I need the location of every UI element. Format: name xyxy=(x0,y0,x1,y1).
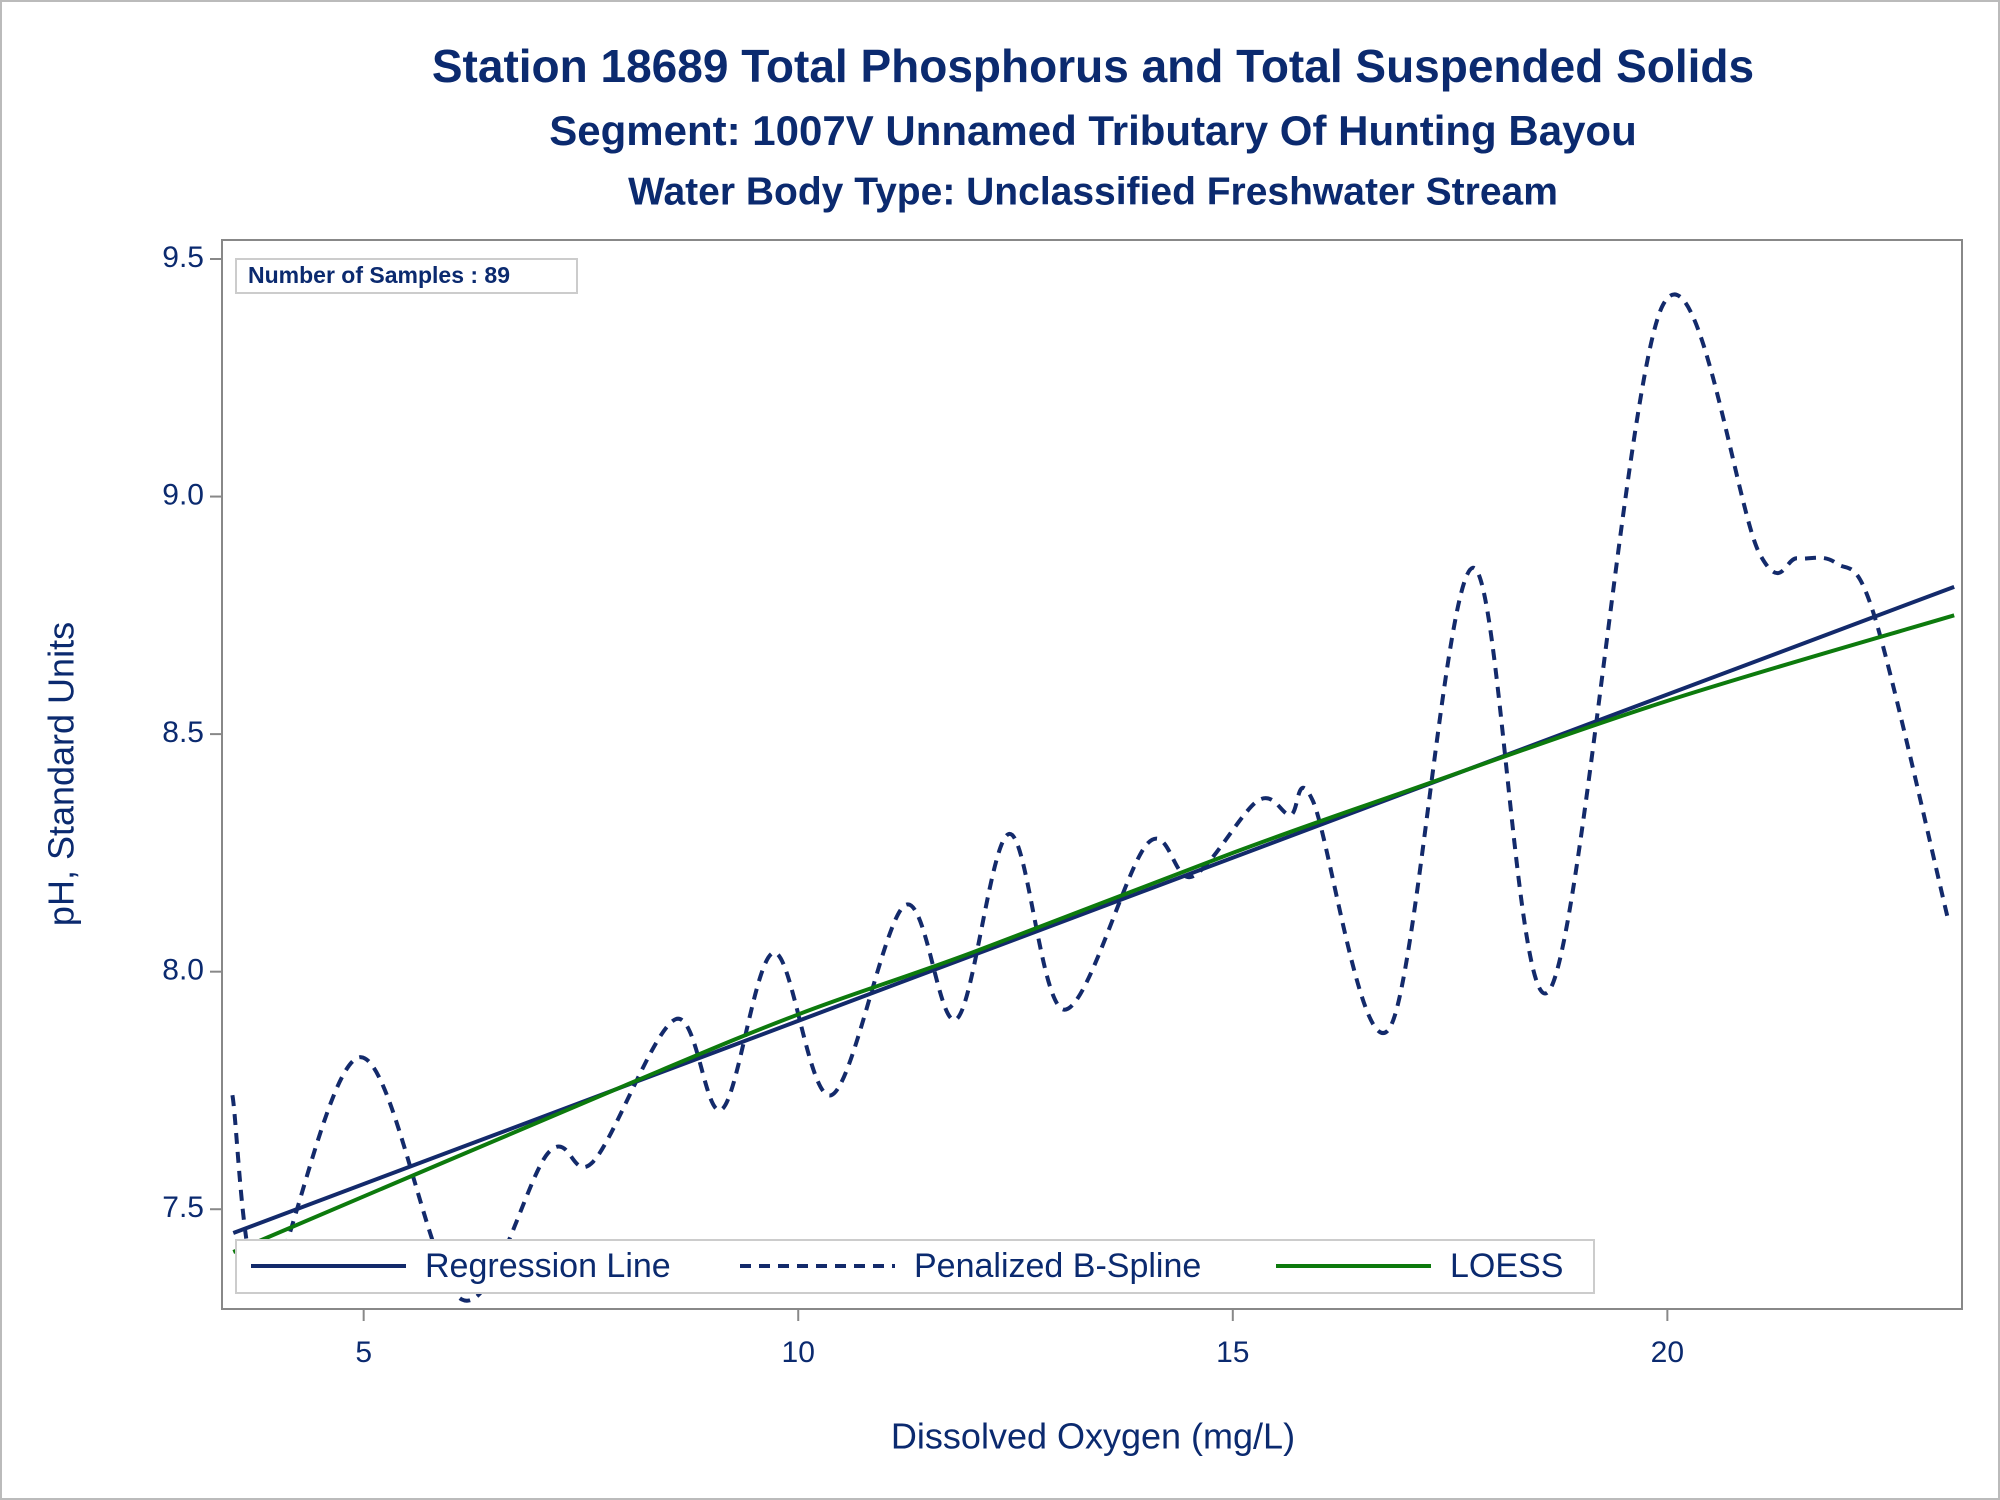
y-tick-label: 8.0 xyxy=(162,954,204,987)
series-line xyxy=(232,613,1955,1254)
chart-subtitle: Segment: 1007V Unnamed Tributary Of Hunt… xyxy=(549,107,1637,154)
x-tick-label: 5 xyxy=(355,1336,372,1369)
x-tick-label: 10 xyxy=(782,1336,815,1369)
x-tick-label: 15 xyxy=(1216,1336,1249,1369)
legend: Regression Line Penalized B-Spline LOESS xyxy=(235,1239,1595,1294)
annotation: Number of Samples : 89 xyxy=(248,262,510,288)
y-tick-label: 8.5 xyxy=(162,716,204,749)
legend-label: Regression Line xyxy=(425,1247,671,1285)
x-tick-label: 20 xyxy=(1651,1336,1684,1369)
series-line xyxy=(230,292,1951,1303)
legend-label: LOESS xyxy=(1450,1247,1563,1285)
x-axis-label: Dissolved Oxygen (mg/L) xyxy=(891,1416,1295,1457)
plot-area xyxy=(230,292,1955,1303)
y-tick-label: 7.5 xyxy=(162,1191,204,1224)
y-axis-label: pH, Standard Units xyxy=(41,622,82,926)
annotation-box xyxy=(235,258,578,294)
chart-title: Station 18689 Total Phosphorus and Total… xyxy=(432,40,1754,92)
y-tick-label: 9.5 xyxy=(162,241,204,274)
plot-frame xyxy=(221,239,1963,1310)
chart-subtitle: Water Body Type: Unclassified Freshwater… xyxy=(628,170,1558,213)
y-tick-label: 9.0 xyxy=(162,478,204,511)
legend-label: Penalized B-Spline xyxy=(914,1247,1201,1285)
series-line xyxy=(232,584,1955,1235)
